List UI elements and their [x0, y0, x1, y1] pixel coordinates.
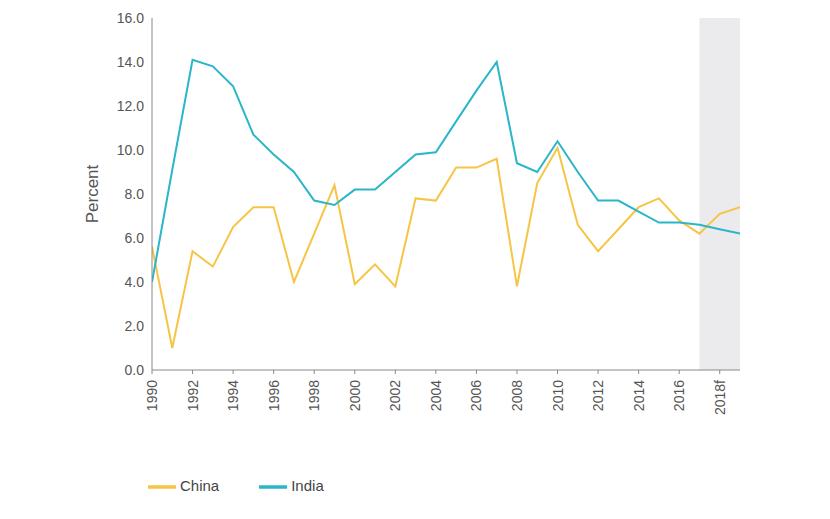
svg-text:14.0: 14.0	[117, 54, 144, 70]
svg-text:12.0: 12.0	[117, 98, 144, 114]
svg-text:2010: 2010	[550, 380, 566, 411]
svg-text:10.0: 10.0	[117, 142, 144, 158]
html-text:China: China	[180, 477, 220, 494]
svg-text:1990: 1990	[144, 380, 160, 411]
svg-text:2004: 2004	[428, 380, 444, 411]
svg-text:2000: 2000	[347, 380, 363, 411]
svg-text:2018f: 2018f	[712, 380, 728, 415]
svg-text:2016: 2016	[671, 380, 687, 411]
svg-text:2.0: 2.0	[125, 318, 145, 334]
svg-text:0.0: 0.0	[125, 362, 145, 378]
svg-text:2014: 2014	[631, 380, 647, 411]
svg-text:1996: 1996	[266, 380, 282, 411]
svg-text:4.0: 4.0	[125, 274, 145, 290]
svg-text:2012: 2012	[590, 380, 606, 411]
svg-text:16.0: 16.0	[117, 10, 144, 26]
svg-text:1998: 1998	[306, 380, 322, 411]
svg-text:2006: 2006	[468, 380, 484, 411]
svg-text:1994: 1994	[225, 380, 241, 411]
html-text:India: India	[291, 477, 324, 494]
svg-text:6.0: 6.0	[125, 230, 145, 246]
svg-text:1992: 1992	[185, 380, 201, 411]
svg-text:2008: 2008	[509, 380, 525, 411]
svg-text:2002: 2002	[387, 380, 403, 411]
svg-text:8.0: 8.0	[125, 186, 145, 202]
svg-text:Percent: Percent	[83, 164, 102, 223]
